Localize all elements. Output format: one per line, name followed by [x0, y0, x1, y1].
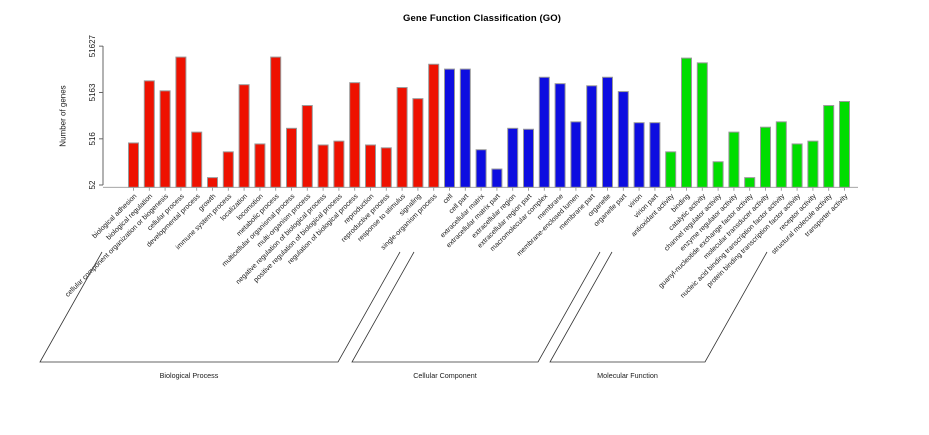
bar-antioxidant-activity: [665, 151, 677, 188]
bar-extracellular-matrix: [475, 149, 487, 188]
bar-transporter-activity: [839, 100, 850, 188]
y-tick-label: 52: [88, 180, 97, 189]
bar-locomotion: [254, 143, 266, 188]
group-bracket-molecular-function: [549, 251, 768, 363]
bar-cell: [444, 68, 455, 188]
bar-membrane-part: [586, 85, 598, 188]
bar-cellular-component-organization-or-biogenesis: [159, 90, 171, 188]
bar-developmental-process: [191, 131, 203, 188]
bar-catalytic-activity: [696, 62, 708, 188]
bar-response-to-stimulus: [396, 87, 408, 188]
bar-reproductive-process: [380, 147, 392, 188]
bar-nucleic-acid-binding-transcription-factor-activity: [775, 121, 787, 188]
x-tick-label-cell: cell: [442, 193, 455, 206]
group-bracket-biological-process: [39, 251, 401, 363]
bar-organelle: [602, 76, 613, 188]
bar-multicellular-organismal-process: [286, 127, 297, 188]
bar-biological-regulation: [143, 80, 155, 188]
bar-positive-regulation-of-biological-process: [333, 140, 345, 188]
group-label-cellular-component: Cellular Component: [413, 371, 477, 380]
bar-extracellular-region: [507, 127, 519, 188]
bar-negative-regulation-of-biological-process: [317, 144, 329, 188]
bar-cellular-process: [175, 56, 187, 188]
bar-receptor-activity: [807, 140, 819, 188]
bar-signaling: [412, 98, 424, 188]
bar-binding: [681, 57, 692, 188]
bar-macromolecular-complex: [538, 76, 550, 188]
bar-structural-molecule-activity: [823, 105, 835, 188]
bar-membrane-enclosed-lumen: [570, 121, 582, 188]
bar-localization: [238, 84, 250, 188]
group-label-biological-process: Biological Process: [160, 371, 219, 380]
bar-reproduction: [365, 144, 376, 188]
chart-title: Gene Function Classification (GO): [403, 13, 561, 24]
bar-protein-binding-transcription-factor-activity: [791, 143, 803, 188]
bar-immune-system-process: [222, 151, 234, 188]
group-label-molecular-function: Molecular Function: [597, 371, 658, 380]
group-bracket-cellular-component: [351, 251, 601, 363]
bar-single-organism-process: [428, 63, 440, 188]
y-tick-label: 5163: [88, 83, 97, 101]
bar-metabolic-process: [270, 56, 282, 188]
bar-multi-organism-process: [301, 105, 313, 188]
bar-virion: [633, 122, 645, 188]
y-tick-label: 51627: [88, 34, 97, 57]
bar-channel-regulator-activity: [712, 161, 724, 188]
bar-virion-part: [649, 122, 661, 188]
bar-regulation-of-biological-process: [349, 82, 361, 188]
bar-growth: [207, 177, 218, 188]
bar-enzyme-regulator-activity: [728, 131, 740, 188]
bar-extracellular-matrix-part: [491, 168, 503, 188]
bar-cell-part: [459, 68, 471, 188]
bar-membrane: [554, 83, 566, 188]
y-tick-label: 516: [88, 132, 97, 146]
bar-organelle-part: [617, 91, 629, 188]
bar-extracellular-region-part: [523, 128, 534, 188]
bar-molecular-transducer-activity: [760, 126, 771, 188]
bar-biological-adhesion: [128, 142, 139, 188]
bar-guanyl-nucleotide-exchange-factor-activity: [744, 177, 756, 188]
